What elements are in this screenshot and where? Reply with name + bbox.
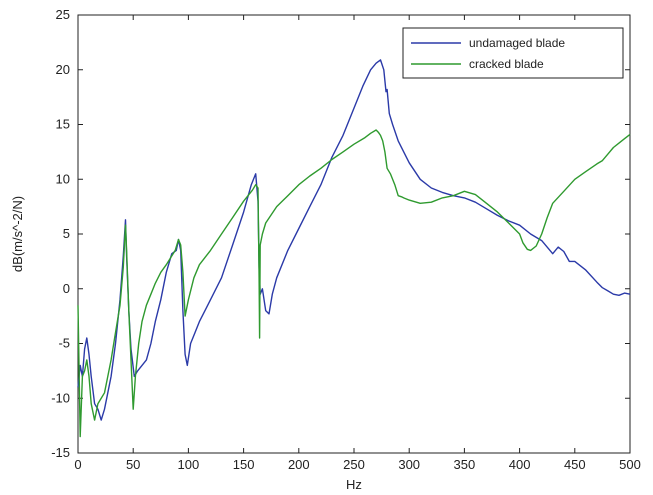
x-tick-label: 400 xyxy=(509,457,531,472)
legend-box xyxy=(402,27,624,79)
series-layer xyxy=(77,59,631,438)
x-tick-label: 350 xyxy=(454,457,476,472)
y-tick-label: 0 xyxy=(63,281,70,296)
y-tick-label: 10 xyxy=(56,171,70,186)
x-tick-label: 500 xyxy=(619,457,641,472)
x-tick-label: 200 xyxy=(288,457,310,472)
y-tick-label: 20 xyxy=(56,62,70,77)
y-tick-label: -10 xyxy=(51,390,70,405)
x-tick-label: 300 xyxy=(398,457,420,472)
x-tick-label: 250 xyxy=(343,457,365,472)
legend-label: undamaged blade xyxy=(469,36,565,50)
y-tick-label: 15 xyxy=(56,117,70,132)
y-tick-label: 25 xyxy=(56,7,70,22)
series-line-cracked-blade xyxy=(77,129,631,438)
y-tick-label: -5 xyxy=(58,336,70,351)
plot-area xyxy=(77,14,631,454)
y-axis-label: dB(m/s^-2/N) xyxy=(10,196,25,272)
y-tick-label: 5 xyxy=(63,226,70,241)
legend: undamaged blade cracked blade xyxy=(402,27,624,79)
x-tick-label: 150 xyxy=(233,457,255,472)
y-tick-label: -15 xyxy=(51,445,70,460)
x-tick-label: 100 xyxy=(178,457,200,472)
axis-ticks: 0 50 100 150 200 250 300 350 400 450 500 -15 -10 -5 0 5… xyxy=(51,7,641,472)
x-axis-label: Hz xyxy=(346,477,362,492)
x-tick-label: 0 xyxy=(74,457,81,472)
x-tick-label: 50 xyxy=(126,457,140,472)
legend-label: cracked blade xyxy=(469,57,544,71)
x-tick-label: 450 xyxy=(564,457,586,472)
